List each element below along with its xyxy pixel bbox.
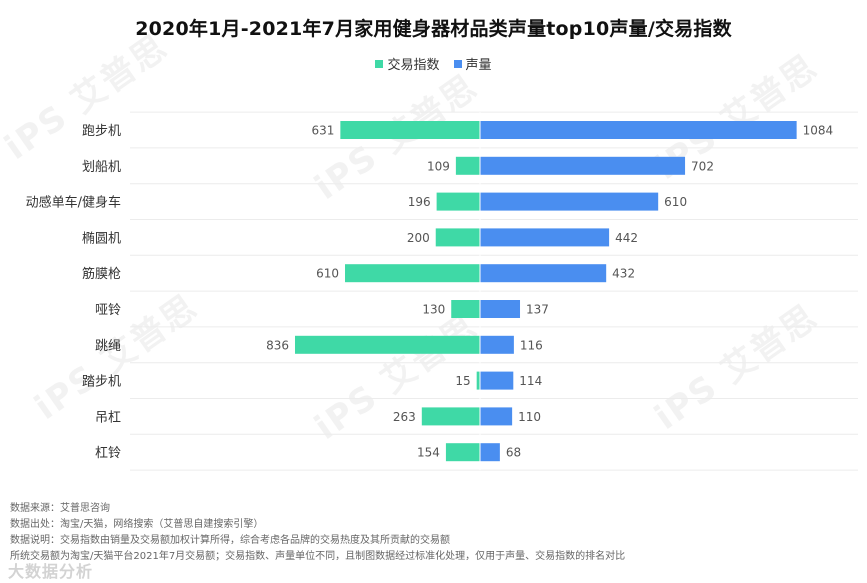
data-label-volume: 1084 xyxy=(803,124,834,138)
legend-item-trade-index[interactable]: 交易指数 xyxy=(375,54,440,73)
data-label-trade-index: 15 xyxy=(455,374,470,388)
note-source: 数据来源：艾普思咨询 xyxy=(10,503,110,514)
data-label-volume: 610 xyxy=(664,195,687,209)
bar-trade-index[interactable] xyxy=(476,371,480,390)
note-origin: 数据出处：淘宝/天猫，网络搜索（艾普思自建搜索引擎） xyxy=(10,519,264,530)
bar-trade-index[interactable] xyxy=(451,300,480,318)
bar-trade-index[interactable] xyxy=(445,443,480,462)
note-description: 数据说明：交易指数由销量及交易额加权计算所得，综合考虑各品牌的交易热度及其所贡献… xyxy=(10,535,450,546)
data-label-volume: 442 xyxy=(615,231,638,245)
bar-volume[interactable] xyxy=(480,371,514,390)
legend-label-trade-index: 交易指数 xyxy=(387,58,440,73)
data-label-trade-index: 631 xyxy=(311,124,334,138)
data-label-trade-index: 200 xyxy=(407,231,430,245)
chart-legend: 交易指数 声量 xyxy=(0,54,867,73)
bar-volume[interactable] xyxy=(480,121,797,139)
category-label: 椭圆机 xyxy=(82,230,121,246)
bar-volume[interactable] xyxy=(480,335,514,354)
data-label-trade-index: 610 xyxy=(316,267,339,281)
category-label: 吊杠 xyxy=(95,409,121,425)
data-label-volume: 110 xyxy=(518,410,541,424)
bar-volume[interactable] xyxy=(480,300,521,318)
legend-item-volume[interactable]: 声量 xyxy=(453,54,492,73)
data-label-trade-index: 196 xyxy=(408,195,431,209)
category-label: 筋膜枪 xyxy=(82,266,121,282)
bar-volume[interactable] xyxy=(480,228,610,247)
chart-title: 2020年1月-2021年7月家用健身器材品类声量top10声量/交易指数 xyxy=(135,18,732,40)
legend-label-volume: 声量 xyxy=(465,58,492,73)
data-label-volume: 68 xyxy=(506,446,521,460)
chart-notes: 数据来源：艾普思咨询 数据出处：淘宝/天猫，网络搜索（艾普思自建搜索引擎） 数据… xyxy=(10,501,625,565)
bar-trade-index[interactable] xyxy=(455,156,480,175)
data-label-trade-index: 109 xyxy=(427,159,450,173)
bar-trade-index[interactable] xyxy=(421,407,480,426)
legend-swatch-trade-index xyxy=(375,59,384,68)
bar-volume[interactable] xyxy=(480,192,659,211)
legend-swatch-volume xyxy=(453,59,462,68)
category-label: 跳绳 xyxy=(95,339,121,354)
data-label-volume: 432 xyxy=(612,267,635,281)
bar-trade-index[interactable] xyxy=(436,192,480,211)
bar-trade-index[interactable] xyxy=(435,228,480,247)
category-label: 踏步机 xyxy=(82,375,121,390)
bar-volume[interactable] xyxy=(480,264,607,283)
category-label: 杠铃 xyxy=(95,445,121,461)
data-label-trade-index: 263 xyxy=(393,410,416,424)
bar-volume[interactable] xyxy=(480,407,513,426)
data-label-volume: 702 xyxy=(691,159,714,173)
data-label-volume: 137 xyxy=(526,303,549,317)
brand-watermark: 大数据分析 xyxy=(8,562,94,581)
data-label-volume: 116 xyxy=(520,338,543,352)
category-label: 划船机 xyxy=(82,160,121,175)
bar-volume[interactable] xyxy=(480,156,686,175)
bar-trade-index[interactable] xyxy=(345,264,480,283)
category-label: 动感单车/健身车 xyxy=(26,195,121,211)
data-label-volume: 114 xyxy=(519,374,542,388)
data-label-trade-index: 130 xyxy=(422,303,445,317)
category-label: 跑步机 xyxy=(82,124,121,139)
data-label-trade-index: 154 xyxy=(417,446,440,460)
data-label-trade-index: 836 xyxy=(266,338,289,352)
bar-trade-index[interactable] xyxy=(294,335,480,354)
bar-trade-index[interactable] xyxy=(340,121,480,139)
category-label: 哑铃 xyxy=(95,303,121,318)
bar-volume[interactable] xyxy=(480,443,500,462)
note-disclaimer: 所统交易额为淘宝/天猫平台2021年7月交易额；交易指数、声量单位不同，且制图数… xyxy=(10,551,626,562)
